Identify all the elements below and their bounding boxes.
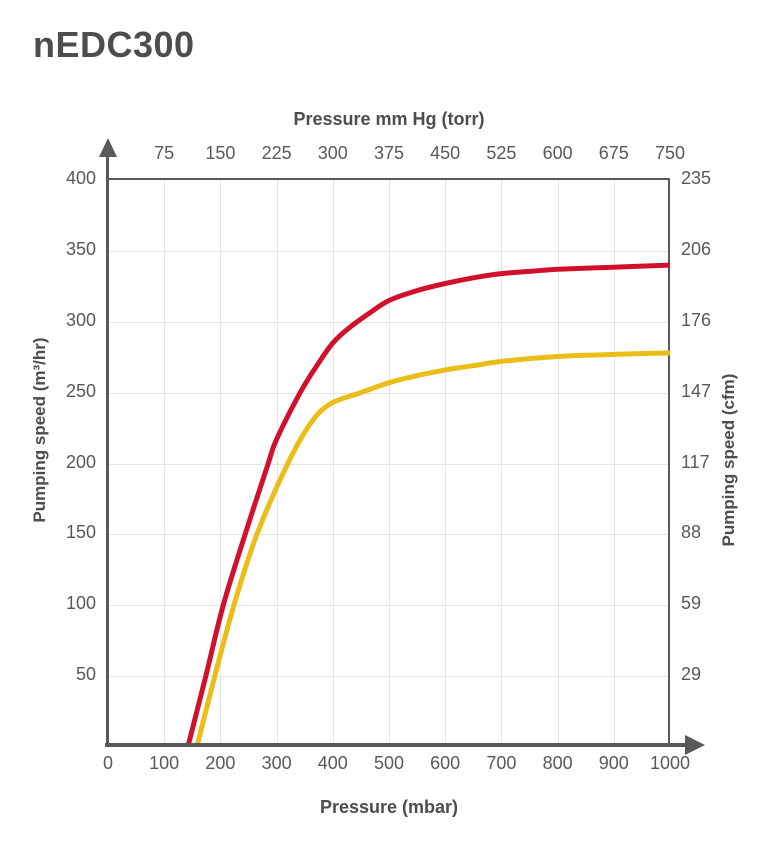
gridline-vertical bbox=[557, 180, 559, 745]
left-tick-label: 300 bbox=[65, 309, 96, 330]
top-tick-label: 150 bbox=[205, 143, 236, 163]
y-axis-line bbox=[106, 152, 109, 747]
left-tick-label: 200 bbox=[65, 451, 96, 472]
gridline-horizontal bbox=[108, 463, 668, 465]
gridline-horizontal bbox=[108, 534, 668, 536]
gridline-vertical bbox=[220, 180, 222, 745]
top-axis-title: Pressure mm Hg (torr) bbox=[293, 109, 485, 129]
gridline-vertical bbox=[276, 180, 278, 745]
bottom-tick-label: 800 bbox=[542, 753, 573, 773]
top-tick-label: 375 bbox=[373, 143, 405, 163]
gridline-vertical bbox=[389, 180, 390, 745]
gridline-horizontal bbox=[108, 392, 668, 394]
gridline-horizontal bbox=[108, 250, 668, 252]
right-tick-label: 147 bbox=[681, 380, 712, 401]
page-title: nEDC300 bbox=[33, 24, 195, 65]
plot-area bbox=[108, 178, 670, 747]
left-tick-label: 50 bbox=[75, 664, 96, 685]
x-axis-line bbox=[105, 743, 686, 747]
right-tick-label: 206 bbox=[681, 238, 712, 259]
bottom-tick-label: 300 bbox=[261, 753, 292, 773]
gridline-horizontal bbox=[108, 605, 668, 607]
top-tick-label: 600 bbox=[542, 143, 573, 163]
gridline-vertical bbox=[613, 180, 615, 745]
gridline-vertical bbox=[501, 180, 503, 745]
red-curve bbox=[185, 262, 670, 747]
bottom-tick-label: 100 bbox=[149, 753, 180, 773]
top-tick-label: 675 bbox=[598, 143, 629, 163]
bottom-tick-label: 600 bbox=[430, 753, 461, 773]
left-tick-label: 150 bbox=[65, 522, 96, 543]
gridline-vertical bbox=[332, 180, 334, 745]
gridline-vertical bbox=[164, 180, 166, 745]
bottom-tick-label: 900 bbox=[598, 753, 629, 773]
bottom-tick-label: 200 bbox=[205, 753, 236, 773]
top-tick-label: 300 bbox=[317, 143, 348, 163]
right-tick-label: 59 bbox=[681, 593, 702, 614]
y-axis-arrow-up-icon bbox=[99, 138, 117, 157]
top-tick-label: 750 bbox=[654, 143, 686, 163]
curves-svg bbox=[185, 262, 670, 747]
yellow-curve bbox=[194, 350, 670, 747]
left-axis-title: Pumping speed (m³/hr) bbox=[30, 337, 49, 523]
top-tick-label: 75 bbox=[154, 143, 175, 163]
gridline-vertical bbox=[445, 180, 447, 745]
right-tick-label: 235 bbox=[681, 168, 712, 188]
gridline-horizontal bbox=[108, 321, 668, 323]
right-axis-title: Pumping speed (cfm) bbox=[719, 373, 738, 547]
left-tick-label: 400 bbox=[65, 168, 96, 188]
top-tick-label: 225 bbox=[261, 143, 292, 163]
bottom-tick-label: 700 bbox=[486, 753, 517, 773]
right-tick-label: 29 bbox=[681, 664, 702, 685]
right-tick-label: 88 bbox=[681, 522, 702, 543]
left-tick-label: 100 bbox=[65, 593, 96, 614]
right-tick-label: 117 bbox=[681, 451, 710, 472]
x-axis-arrow-right-icon bbox=[685, 735, 705, 755]
top-tick-label: 450 bbox=[430, 143, 461, 163]
gridline-horizontal bbox=[108, 676, 668, 678]
bottom-tick-label: 0 bbox=[102, 753, 114, 773]
top-tick-label: 525 bbox=[486, 143, 517, 163]
bottom-tick-label: 400 bbox=[317, 753, 348, 773]
right-tick-label: 176 bbox=[681, 309, 712, 330]
left-tick-label: 250 bbox=[65, 380, 96, 401]
bottom-tick-label: 500 bbox=[373, 753, 405, 773]
bottom-tick-label: 1000 bbox=[649, 753, 691, 773]
bottom-axis-title: Pressure (mbar) bbox=[319, 797, 459, 817]
left-tick-label: 350 bbox=[65, 238, 96, 259]
